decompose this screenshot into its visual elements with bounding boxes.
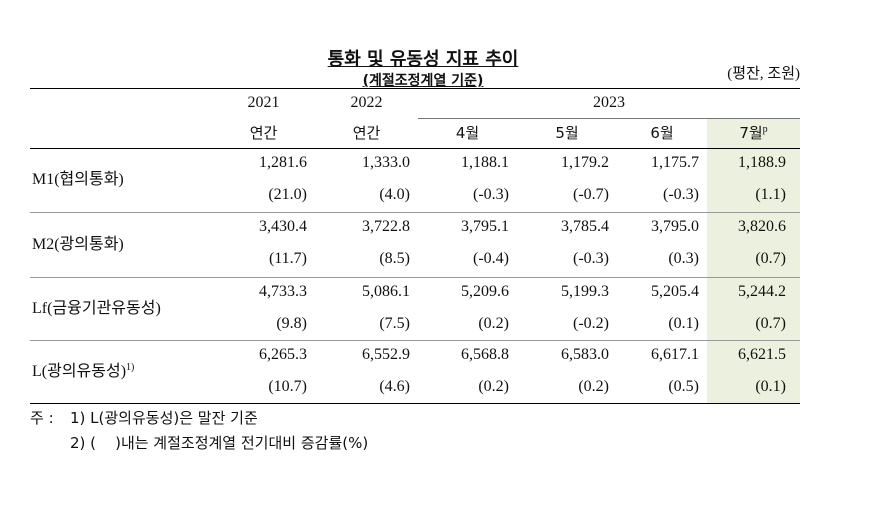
cell-change: (11.7)	[268, 250, 307, 267]
cell-value: 6,265.3	[259, 346, 307, 363]
cell-change: (4.0)	[379, 186, 410, 203]
cell-value: 3,785.4	[561, 218, 609, 235]
cell-value: 5,209.6	[461, 283, 509, 300]
cell-value: 3,430.4	[259, 218, 307, 235]
row-label: L(광의유동성)	[32, 362, 127, 380]
rule	[30, 277, 800, 278]
cell-value: 6,568.8	[461, 346, 509, 363]
cell-value: 3,795.0	[651, 218, 699, 235]
cell-value: 3,820.6	[738, 218, 786, 235]
cell-change: (10.7)	[268, 378, 307, 395]
cell-change: (0.1)	[755, 378, 786, 395]
row-label: M2(광의통화)	[32, 235, 124, 253]
cell-value: 5,205.4	[651, 283, 699, 300]
title: 통화 및 유동성 지표 추이	[327, 49, 519, 70]
cell-change: (8.5)	[379, 250, 410, 267]
period-header: 5월	[555, 124, 579, 142]
highlight-column	[707, 118, 800, 403]
cell-change: (0.2)	[578, 378, 609, 395]
year-header: 2023	[593, 94, 625, 111]
cell-change: (0.2)	[478, 378, 509, 395]
footnote: 1) L(광의유동성)은 말잔 기준	[70, 409, 258, 427]
cell-change: (0.5)	[668, 378, 699, 395]
unit: (평잔, 조원)	[727, 66, 800, 82]
cell-change: (0.2)	[478, 315, 509, 332]
rule	[30, 212, 800, 213]
cell-change: (-0.4)	[473, 250, 509, 267]
cell-change: (-0.3)	[473, 186, 509, 203]
footnote: 2) ( )내는 계절조정계열 전기대비 증감률(%)	[70, 434, 369, 452]
row-note: 1)	[126, 361, 135, 373]
cell-change: (0.3)	[668, 250, 699, 267]
period-header: 연간	[249, 124, 278, 142]
cell-value: 6,617.1	[651, 346, 699, 363]
year-header: 2022	[350, 94, 383, 111]
cell-change: (-0.7)	[573, 186, 609, 203]
row-label: Lf(금융기관유동성)	[32, 299, 161, 317]
cell-change: (-0.3)	[663, 186, 699, 203]
cell-change: (-0.2)	[573, 315, 609, 332]
cell-value: 6,621.5	[738, 346, 786, 363]
cell-value: 6,552.9	[362, 346, 410, 363]
cell-value: 1,333.0	[362, 154, 410, 171]
cell-value: 4,733.3	[259, 283, 307, 300]
rule	[30, 148, 800, 149]
cell-change: (21.0)	[268, 186, 307, 203]
cell-change: (7.5)	[379, 315, 410, 332]
row-label: M1(협의통화)	[32, 171, 124, 188]
cell-value: 5,244.2	[738, 283, 786, 300]
period-header: 7월	[739, 124, 763, 142]
cell-change: (-0.3)	[573, 250, 609, 267]
cell-change: (0.7)	[755, 250, 786, 267]
rule	[30, 403, 800, 404]
cell-value: 1,188.9	[738, 154, 786, 171]
rule	[30, 340, 800, 341]
period-header: 연간	[352, 124, 381, 142]
rule	[30, 88, 800, 89]
cell-change: (4.6)	[379, 378, 410, 395]
cell-value: 1,179.2	[561, 154, 609, 171]
cell-value: 6,583.0	[561, 346, 609, 363]
cell-value: 1,175.7	[651, 154, 699, 171]
period-header: 4월	[455, 124, 480, 142]
cell-change: (1.1)	[755, 186, 786, 203]
year-header: 2021	[247, 94, 280, 111]
cell-value: 1,188.1	[461, 154, 509, 171]
cell-value: 5,086.1	[362, 283, 410, 300]
title-block: 통화 및 유동성 지표 추이 (계절조정계열 기준)	[0, 30, 830, 111]
cell-value: 3,722.8	[362, 218, 410, 235]
cell-change: (0.7)	[755, 315, 786, 332]
cell-change: (9.8)	[276, 315, 307, 332]
period-header: 6월	[650, 124, 674, 142]
cell-value: 5,199.3	[561, 283, 609, 300]
footnote-lead: 주 :	[30, 409, 54, 427]
rule	[418, 118, 800, 119]
cell-value: 3,795.1	[461, 218, 509, 235]
cell-change: (0.1)	[668, 315, 699, 332]
subtitle: (계절조정계열 기준)	[362, 73, 484, 89]
period-mark: p	[762, 124, 768, 135]
cell-value: 1,281.6	[259, 154, 307, 171]
